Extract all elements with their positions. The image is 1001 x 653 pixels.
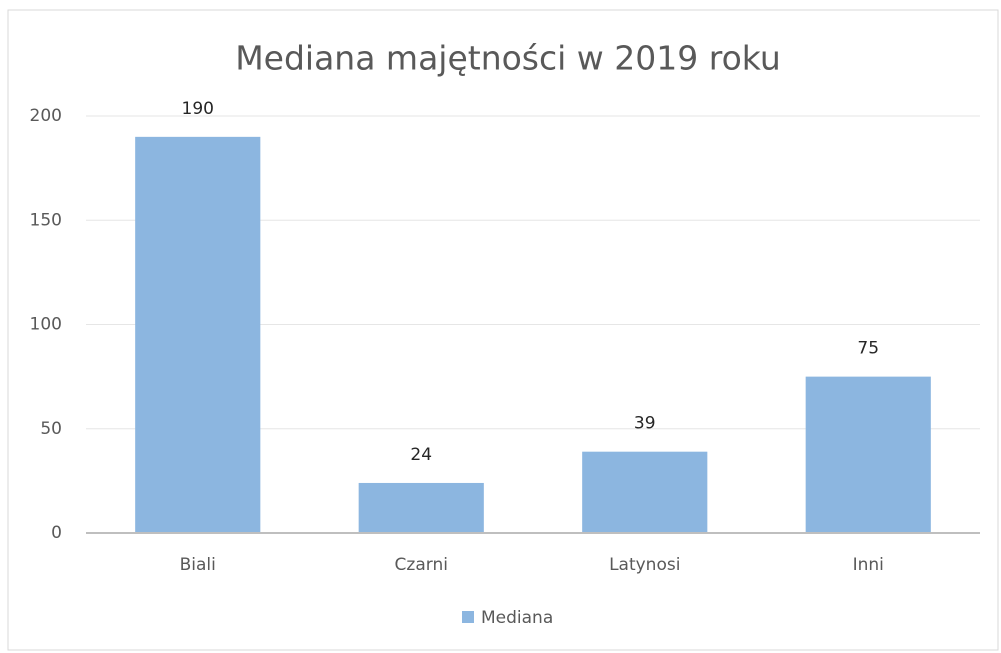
legend-swatch — [462, 611, 474, 623]
bar — [358, 482, 484, 533]
x-tick-label: Latynosi — [609, 555, 680, 575]
data-label: 190 — [182, 99, 214, 119]
legend-label: Mediana — [481, 608, 553, 628]
y-tick-label: 150 — [30, 210, 62, 230]
data-label: 75 — [857, 339, 879, 359]
chart-title: Mediana majętności w 2019 roku — [235, 39, 781, 78]
x-tick-label: Czarni — [395, 555, 448, 575]
y-tick-label: 0 — [51, 523, 62, 543]
bar — [805, 376, 931, 533]
data-label: 24 — [410, 445, 432, 465]
y-tick-label: 200 — [30, 106, 62, 126]
x-tick-label: Biali — [180, 555, 216, 575]
bar — [135, 136, 261, 533]
y-tick-label: 100 — [30, 315, 62, 335]
x-tick-label: Inni — [853, 555, 884, 575]
data-label: 39 — [634, 414, 656, 434]
y-tick-label: 50 — [40, 419, 62, 439]
bar — [582, 451, 708, 533]
